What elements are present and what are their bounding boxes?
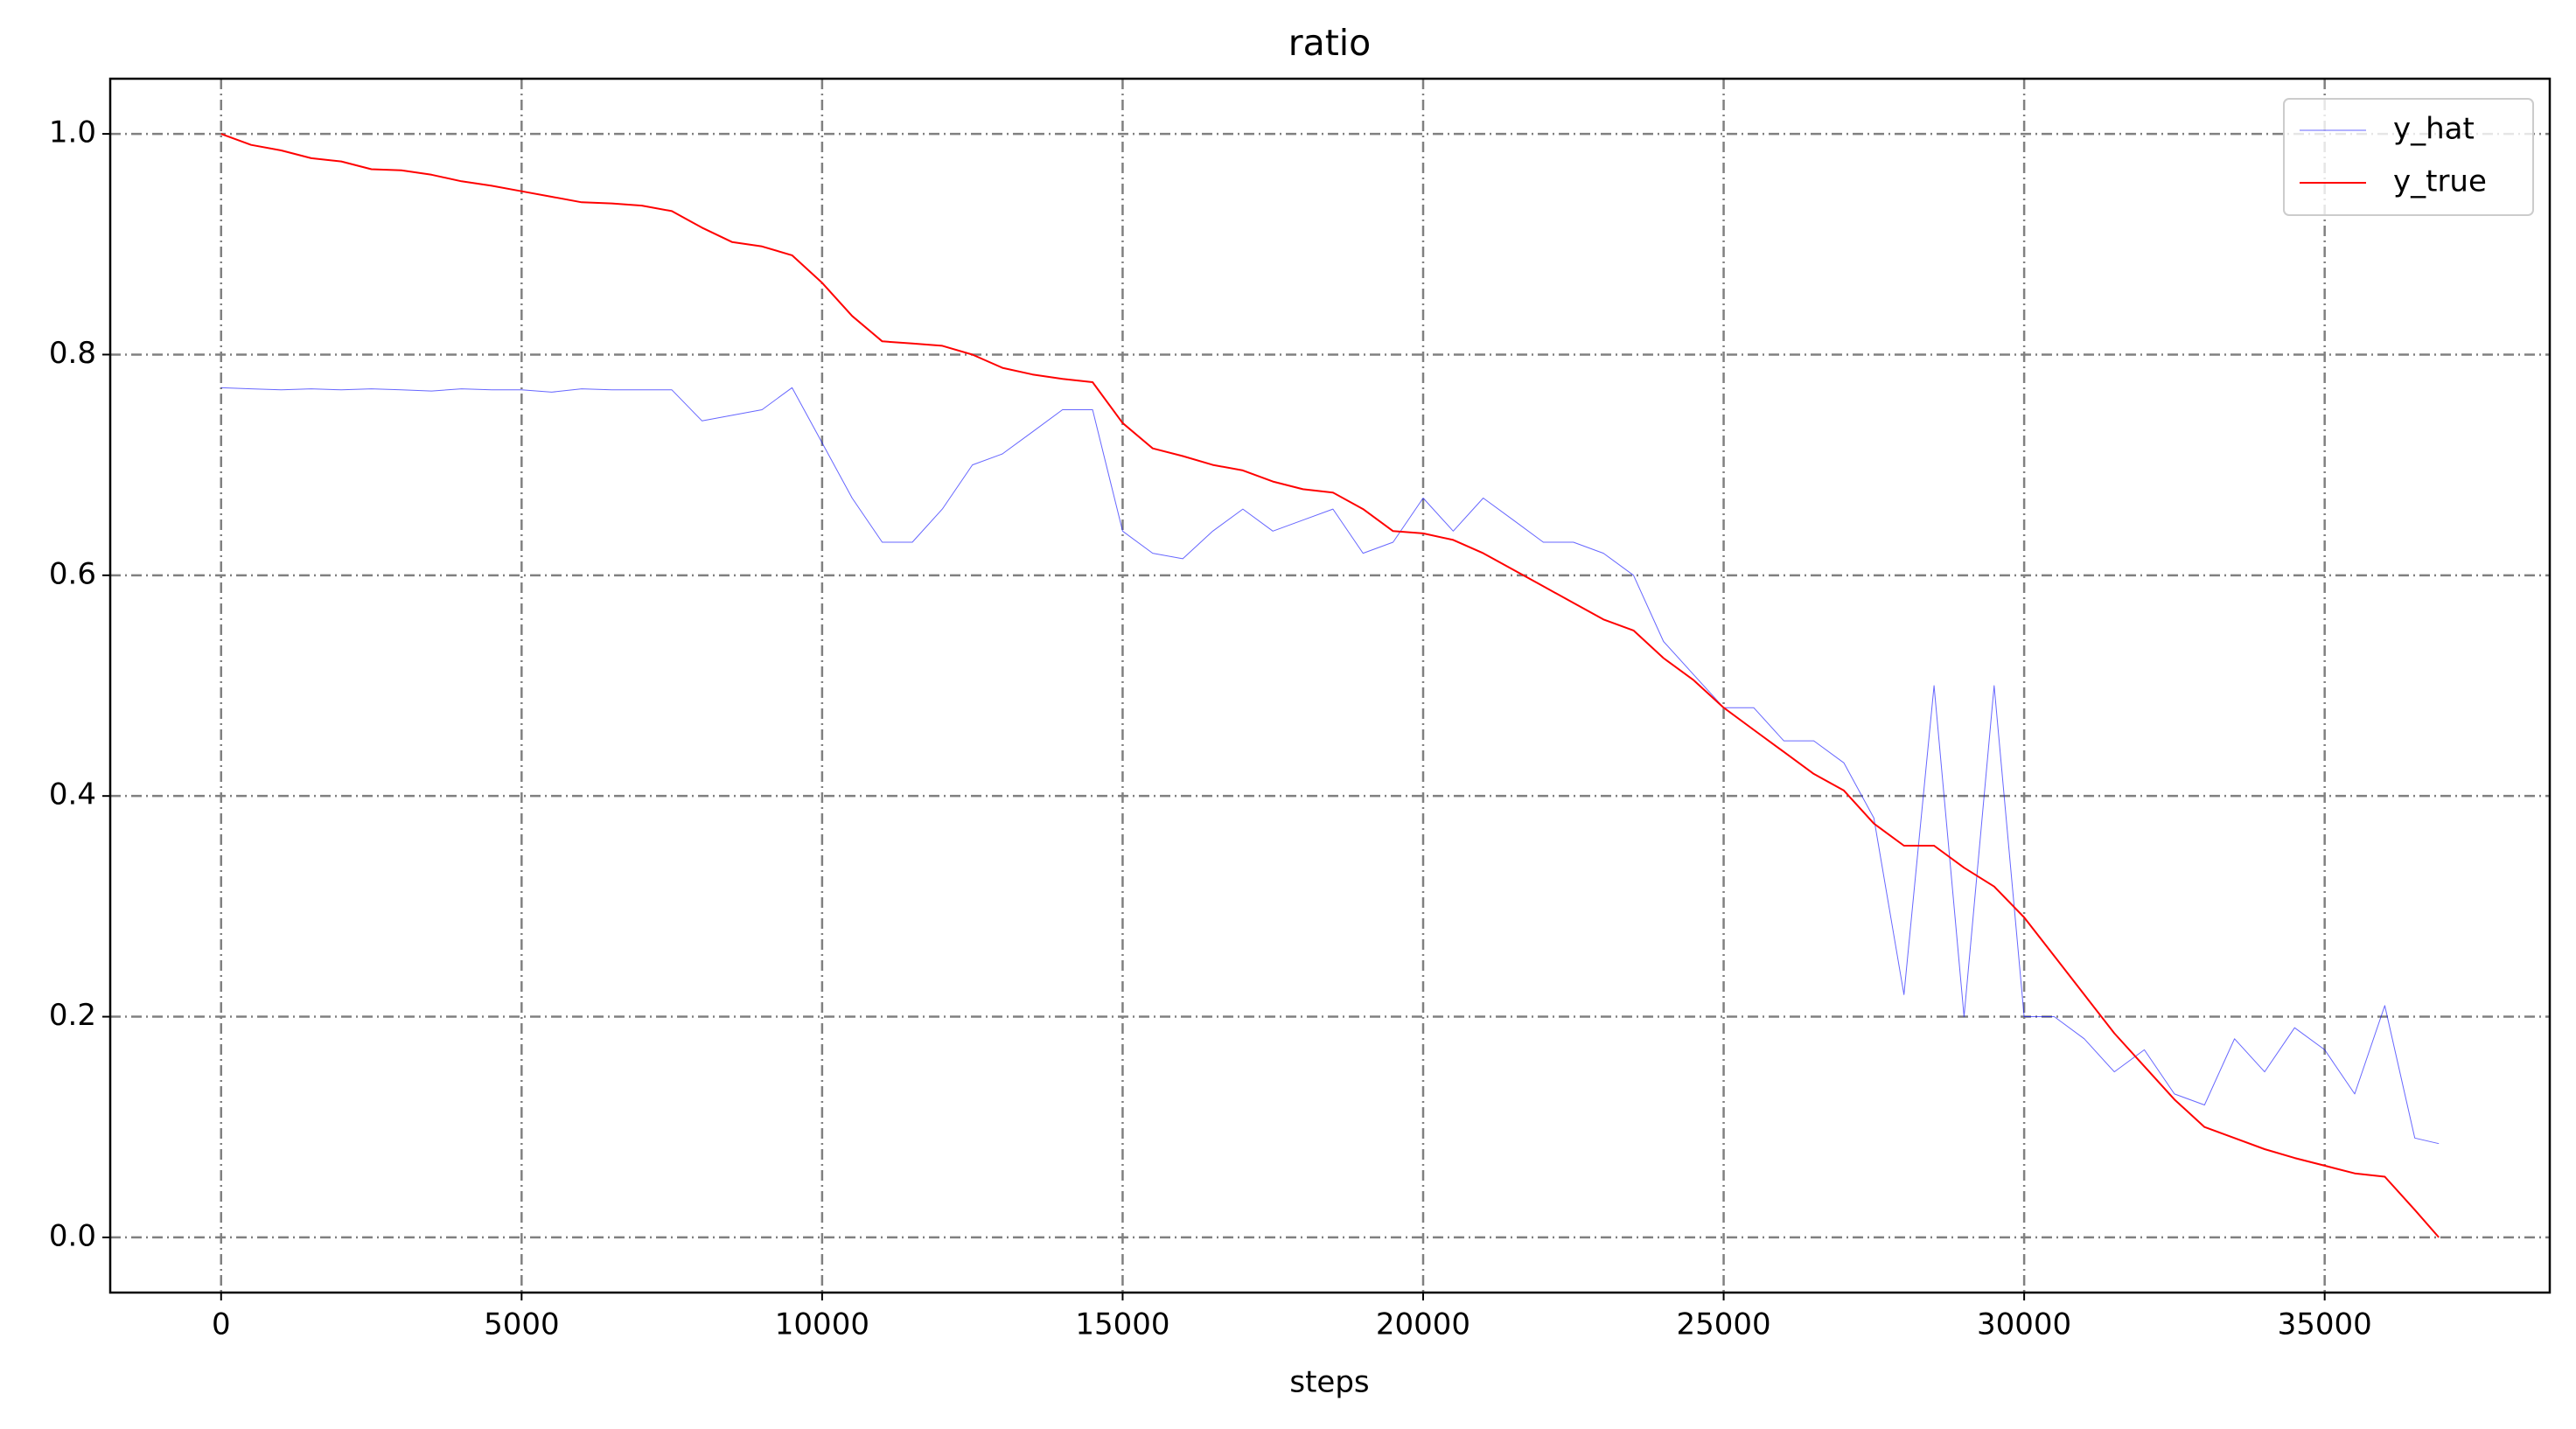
x-tick-label: 35000 [2278,1307,2372,1342]
chart-title: ratio [1288,22,1372,64]
y-tick-label: 0.4 [49,777,96,812]
x-tick-label: 20000 [1376,1307,1470,1342]
x-tick-label: 5000 [484,1307,560,1342]
legend-box [2283,98,2534,216]
y-tick-label: 0.8 [49,336,96,371]
plot-area [220,133,2440,1238]
legend-label: y_true [2393,164,2487,199]
y-tick-label: 1.0 [49,115,96,150]
y-tick-label: 0.6 [49,556,96,591]
x-tick-label: 0 [212,1307,231,1342]
x-tick-label: 30000 [1977,1307,2071,1342]
x-tick-label: 10000 [775,1307,869,1342]
x-tick-label: 25000 [1676,1307,1770,1342]
grid [110,79,2550,1293]
axes-frame [108,77,2552,1294]
legend: y_hat y_true [2283,98,2534,216]
y-tick-label: 0.0 [49,1218,96,1253]
legend-label: y_hat [2393,112,2475,147]
x-axis-label: steps [1289,1365,1369,1400]
x-tick-label: 15000 [1075,1307,1169,1342]
series-line [220,387,2440,1145]
y-tick-label: 0.2 [49,998,96,1033]
series-line [220,133,2440,1238]
